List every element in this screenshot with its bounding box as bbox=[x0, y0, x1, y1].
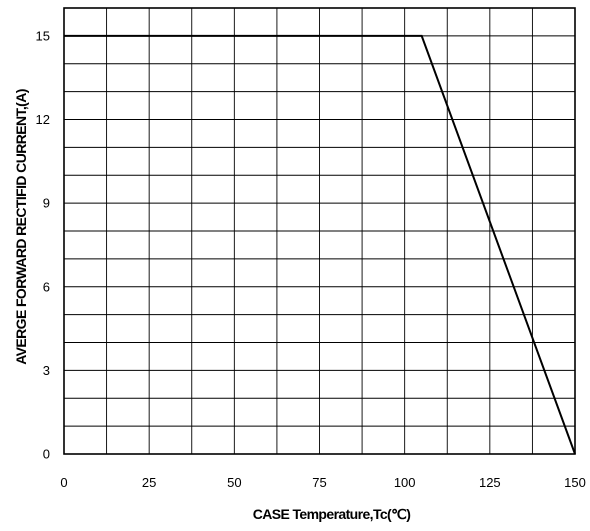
series-line-0 bbox=[64, 34, 576, 455]
series-layer bbox=[64, 34, 576, 455]
x-tick-label: 25 bbox=[142, 475, 156, 490]
x-tick-label: 0 bbox=[60, 475, 67, 490]
x-tick-labels: 0 25 50 75 100 125 150 bbox=[60, 475, 585, 490]
y-tick-label: 6 bbox=[43, 279, 50, 294]
x-tick-label: 150 bbox=[564, 475, 586, 490]
x-tick-label: 100 bbox=[394, 475, 416, 490]
y-tick-labels: 0 3 6 9 12 15 bbox=[36, 28, 50, 461]
grid bbox=[64, 8, 575, 454]
y-axis-title: AVERGE FORWARD RECTIFID CURRENT,(A) bbox=[13, 89, 29, 365]
x-tick-label: 50 bbox=[227, 475, 241, 490]
y-tick-label: 0 bbox=[43, 447, 50, 462]
plot-frame bbox=[63, 7, 576, 455]
y-tick-label: 12 bbox=[36, 112, 50, 127]
x-axis-title: CASE Temperature,Tc(℃) bbox=[253, 506, 411, 522]
y-tick-label: 3 bbox=[43, 363, 50, 378]
x-tick-label: 75 bbox=[312, 475, 326, 490]
x-tick-label: 125 bbox=[479, 475, 501, 490]
y-tick-label: 15 bbox=[36, 28, 50, 43]
y-tick-label: 9 bbox=[43, 196, 50, 211]
